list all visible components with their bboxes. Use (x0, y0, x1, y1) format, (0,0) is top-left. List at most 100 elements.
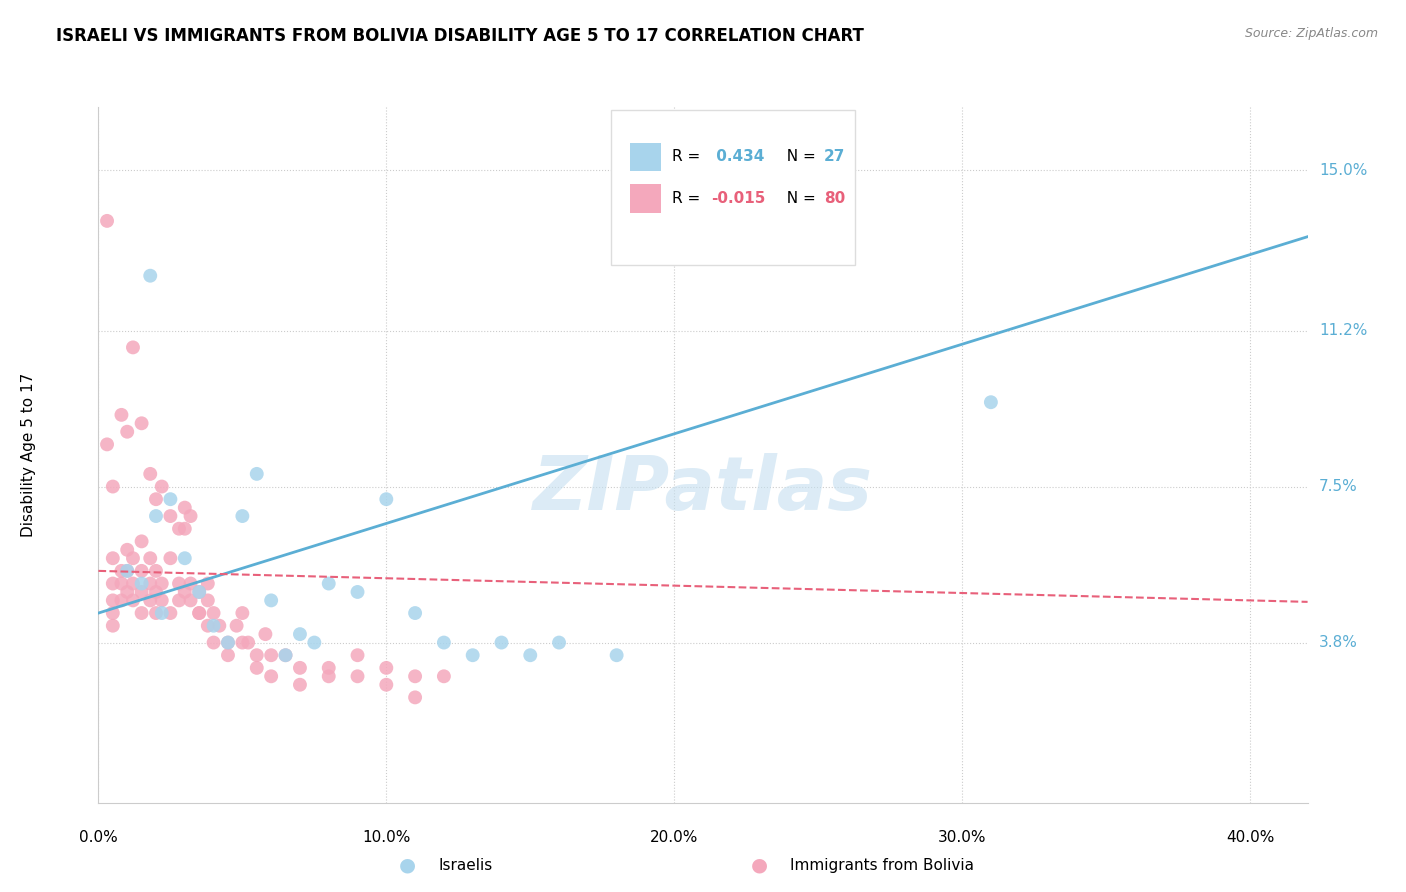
Point (188, 606, 211, 620)
Point (150, 606, 173, 620)
Point (188, 585, 211, 599)
Text: 0.434: 0.434 (711, 149, 765, 164)
Point (197, 576, 219, 591)
Point (375, 492, 398, 507)
Point (131, 576, 153, 591)
Text: Source: ZipAtlas.com: Source: ZipAtlas.com (1244, 27, 1378, 40)
Point (375, 661, 398, 675)
Point (231, 606, 253, 620)
Point (231, 509, 253, 524)
Text: N =: N = (778, 191, 821, 206)
Point (173, 522, 195, 536)
Text: 27: 27 (824, 149, 845, 164)
Point (236, 635, 259, 649)
Point (159, 551, 181, 566)
Point (150, 593, 173, 607)
Point (548, 635, 571, 649)
Point (197, 618, 219, 632)
Point (225, 618, 247, 632)
Text: ●: ● (751, 855, 768, 875)
Point (260, 593, 283, 607)
Text: N =: N = (778, 149, 821, 164)
Point (461, 648, 484, 663)
Point (180, 593, 202, 607)
Point (318, 661, 340, 675)
Point (404, 669, 426, 683)
Point (115, 425, 138, 439)
Text: 7.5%: 7.5% (1319, 479, 1358, 494)
Text: 30.0%: 30.0% (938, 830, 987, 845)
Point (433, 635, 456, 649)
Text: 20.0%: 20.0% (650, 830, 699, 845)
Point (318, 669, 340, 683)
Point (110, 593, 132, 607)
Text: ZIPatlas: ZIPatlas (533, 453, 873, 526)
Point (404, 690, 426, 705)
Point (208, 618, 231, 632)
Point (122, 593, 145, 607)
Point (217, 648, 239, 663)
Point (375, 678, 398, 692)
Point (188, 585, 211, 599)
Point (145, 585, 167, 599)
Point (122, 551, 145, 566)
Point (115, 564, 138, 578)
Point (202, 618, 225, 632)
Point (246, 648, 269, 663)
Point (96, 214, 118, 228)
Point (246, 661, 269, 675)
Point (139, 467, 162, 481)
Point (115, 564, 138, 578)
Point (274, 648, 297, 663)
Point (606, 648, 628, 663)
Point (173, 585, 195, 599)
Point (145, 564, 167, 578)
Point (101, 618, 124, 632)
Text: -0.015: -0.015 (711, 191, 765, 206)
Point (101, 551, 124, 566)
Text: 0.0%: 0.0% (79, 830, 118, 845)
Point (131, 585, 153, 599)
Text: R =: R = (672, 191, 704, 206)
Point (159, 509, 181, 524)
Point (96, 437, 118, 451)
Text: 10.0%: 10.0% (363, 830, 411, 845)
Point (131, 417, 153, 431)
Point (173, 551, 195, 566)
Point (139, 593, 162, 607)
Point (139, 268, 162, 283)
Text: ISRAELI VS IMMIGRANTS FROM BOLIVIA DISABILITY AGE 5 TO 17 CORRELATION CHART: ISRAELI VS IMMIGRANTS FROM BOLIVIA DISAB… (56, 27, 865, 45)
Point (145, 606, 167, 620)
Point (122, 576, 145, 591)
Point (101, 576, 124, 591)
Point (519, 648, 541, 663)
Point (346, 585, 368, 599)
Point (180, 576, 202, 591)
Point (433, 669, 456, 683)
Point (101, 593, 124, 607)
Point (159, 492, 181, 507)
Point (231, 635, 253, 649)
Text: 15.0%: 15.0% (1319, 163, 1367, 178)
Point (167, 522, 190, 536)
Text: 80: 80 (824, 191, 845, 206)
Text: 11.2%: 11.2% (1319, 323, 1367, 338)
Text: 40.0%: 40.0% (1226, 830, 1274, 845)
Text: 3.8%: 3.8% (1319, 635, 1358, 650)
Point (167, 593, 190, 607)
Text: Immigrants from Bolivia: Immigrants from Bolivia (790, 858, 974, 872)
Point (246, 467, 269, 481)
Point (122, 340, 145, 354)
Point (131, 606, 153, 620)
Point (173, 500, 195, 515)
Point (260, 669, 283, 683)
Point (254, 627, 277, 641)
Point (150, 576, 173, 591)
Text: ●: ● (399, 855, 416, 875)
Point (159, 606, 181, 620)
Point (188, 606, 211, 620)
Point (304, 635, 326, 649)
Point (110, 408, 132, 422)
Point (202, 635, 225, 649)
Point (110, 564, 132, 578)
